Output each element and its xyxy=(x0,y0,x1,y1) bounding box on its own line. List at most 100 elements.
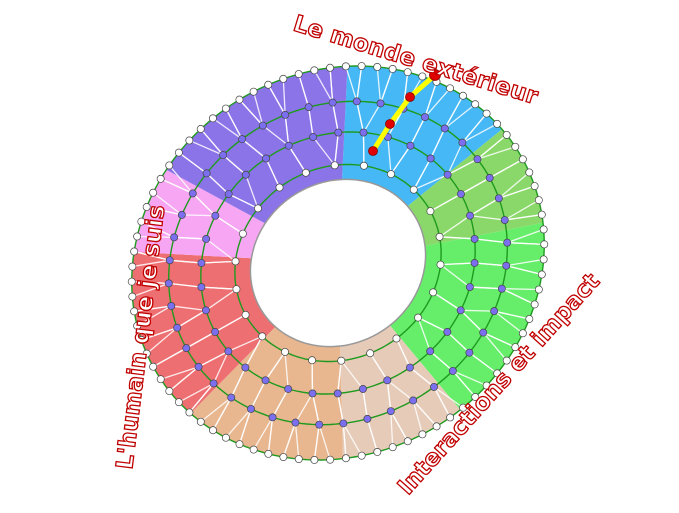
sectors xyxy=(131,66,545,460)
spoke-line xyxy=(200,397,232,423)
spoke-line xyxy=(176,309,207,329)
ring-node xyxy=(436,260,445,269)
ring-node xyxy=(383,376,392,385)
spoke-line xyxy=(412,400,424,435)
ring-node xyxy=(435,232,444,241)
spoke-line xyxy=(136,305,172,327)
spoke-line xyxy=(205,288,237,311)
ring-node xyxy=(241,170,250,179)
spoke-line xyxy=(440,264,471,288)
ring-node xyxy=(497,284,506,293)
ring-node xyxy=(197,283,206,292)
ring-node xyxy=(231,257,240,266)
ring-node xyxy=(406,141,415,150)
spoke-line xyxy=(171,305,207,311)
ring-node xyxy=(196,417,205,426)
ring-node xyxy=(502,130,511,139)
ring-node xyxy=(357,451,366,460)
ring-node xyxy=(373,62,382,71)
spoke-line xyxy=(413,158,432,190)
ring-node xyxy=(363,414,372,423)
spoke-line xyxy=(386,379,414,401)
spoke-line xyxy=(214,314,246,333)
ring-node xyxy=(310,455,319,464)
spoke-line xyxy=(493,310,530,320)
spoke-line xyxy=(189,139,224,156)
ring-node xyxy=(503,238,512,247)
ring-node xyxy=(279,74,288,83)
spoke-line xyxy=(134,305,172,313)
spoke-line xyxy=(387,136,392,175)
ring-node xyxy=(418,430,427,439)
ring-node xyxy=(262,154,270,163)
ring-node xyxy=(426,347,435,356)
ring-node xyxy=(209,379,218,388)
spoke-line xyxy=(460,309,484,334)
spoke-line xyxy=(213,351,229,384)
spoke-line xyxy=(178,382,214,403)
ring-line xyxy=(234,163,442,363)
spoke-line xyxy=(188,382,215,413)
spoke-line xyxy=(311,393,320,425)
ring-node xyxy=(301,168,310,177)
spoke-line xyxy=(192,192,216,217)
ring-node xyxy=(337,356,346,365)
spoke-line xyxy=(313,424,320,461)
ring-node xyxy=(137,217,146,226)
ring-node xyxy=(540,240,549,249)
spoke-line xyxy=(174,236,207,240)
ring-node xyxy=(482,381,491,390)
ring-node xyxy=(388,443,397,452)
ring-node xyxy=(227,393,236,402)
spoke-line xyxy=(413,174,448,191)
spoke-line xyxy=(288,145,307,174)
ring-node xyxy=(133,232,142,241)
spoke-line xyxy=(379,68,394,104)
spoke-line xyxy=(282,422,297,458)
spoke-line xyxy=(433,386,451,418)
ring-node xyxy=(291,418,300,427)
ring-node xyxy=(130,307,139,316)
ring-node xyxy=(530,300,539,309)
ring-node xyxy=(238,135,246,144)
spoke-line xyxy=(477,134,508,160)
ring-node xyxy=(224,190,233,198)
spoke-line xyxy=(337,360,342,394)
spoke-line xyxy=(429,350,454,372)
spoke-line xyxy=(284,351,289,390)
ring-node xyxy=(392,334,401,343)
spoke-line xyxy=(337,393,344,424)
ring-node xyxy=(539,225,548,234)
ring-nodes xyxy=(127,62,549,464)
spoke-line xyxy=(345,66,358,102)
sector-pink xyxy=(134,169,266,259)
spoke-line xyxy=(265,351,286,381)
spoke-line xyxy=(461,113,488,144)
ring-node xyxy=(479,328,488,337)
ring-node xyxy=(502,261,511,270)
ring-node xyxy=(470,234,479,243)
spoke-line xyxy=(265,158,281,188)
ring-node xyxy=(279,453,288,461)
spoke-line xyxy=(252,91,264,126)
ring-node xyxy=(308,356,317,365)
ring-node xyxy=(170,233,179,242)
ring-node xyxy=(537,210,546,219)
ring-node xyxy=(211,211,220,220)
ring-node xyxy=(156,375,165,384)
ring-node xyxy=(339,419,348,428)
ring-node xyxy=(149,188,158,197)
spoke-line xyxy=(342,423,347,459)
spoke-line xyxy=(329,67,334,103)
spoke-line xyxy=(200,128,224,156)
ring-node xyxy=(221,104,230,113)
ring-node xyxy=(128,292,137,301)
ring-node xyxy=(456,306,465,315)
spoke-line xyxy=(409,116,426,147)
spoke-line xyxy=(340,360,364,390)
spoke-line xyxy=(506,258,544,267)
spoke-line xyxy=(168,366,199,392)
ring-node xyxy=(406,363,414,372)
spoke-line xyxy=(433,386,464,409)
spoke-line xyxy=(228,335,263,352)
